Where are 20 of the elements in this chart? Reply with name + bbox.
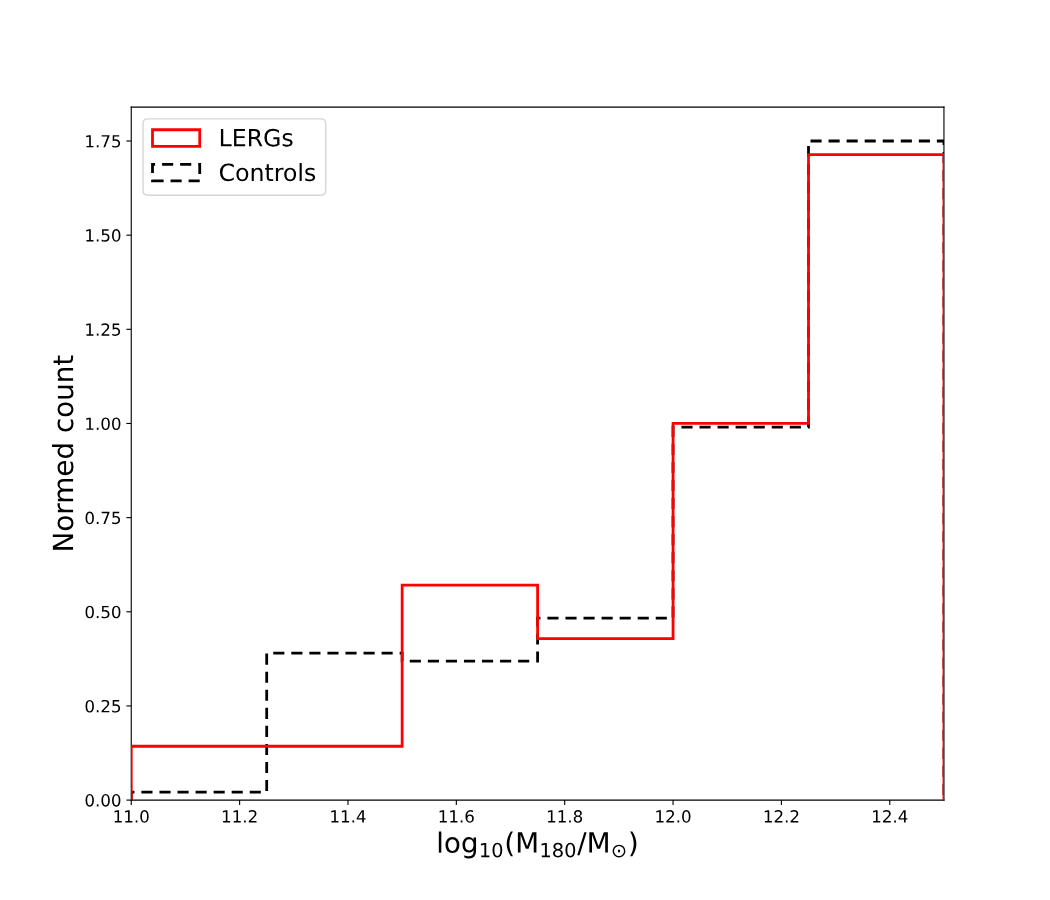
x-tick-label: 12.0 — [656, 810, 691, 823]
x-tick-label: 11.6 — [439, 810, 474, 823]
y-tick-label: 0.00 — [85, 794, 121, 807]
y-tick-label: 1.25 — [86, 323, 121, 336]
y-tick-label: 0.50 — [85, 605, 121, 619]
y-tick-label: 0.25 — [85, 699, 121, 713]
x-tick-label: 12.2 — [764, 810, 799, 823]
legend-label: LERGs — [220, 128, 293, 147]
x-tick-label: 11.4 — [331, 810, 366, 823]
x-tick-label: 11.0 — [114, 810, 149, 823]
y-axis-title: Normed count — [51, 355, 74, 550]
x-tick-label: 11.2 — [222, 810, 257, 823]
x-tick-label: 11.8 — [547, 810, 583, 823]
y-tick-label: 0.75 — [85, 511, 121, 525]
y-tick-label: 1.00 — [86, 417, 121, 431]
x-axis-title: log$_{10}$(M$_{180}$/M$_{⊙}$) — [438, 831, 637, 859]
y-tick-label: 1.75 — [86, 135, 121, 148]
x-tick-label: 12.4 — [873, 810, 908, 823]
y-tick-label: 1.50 — [86, 229, 121, 242]
legend-label: Controls — [219, 163, 316, 182]
